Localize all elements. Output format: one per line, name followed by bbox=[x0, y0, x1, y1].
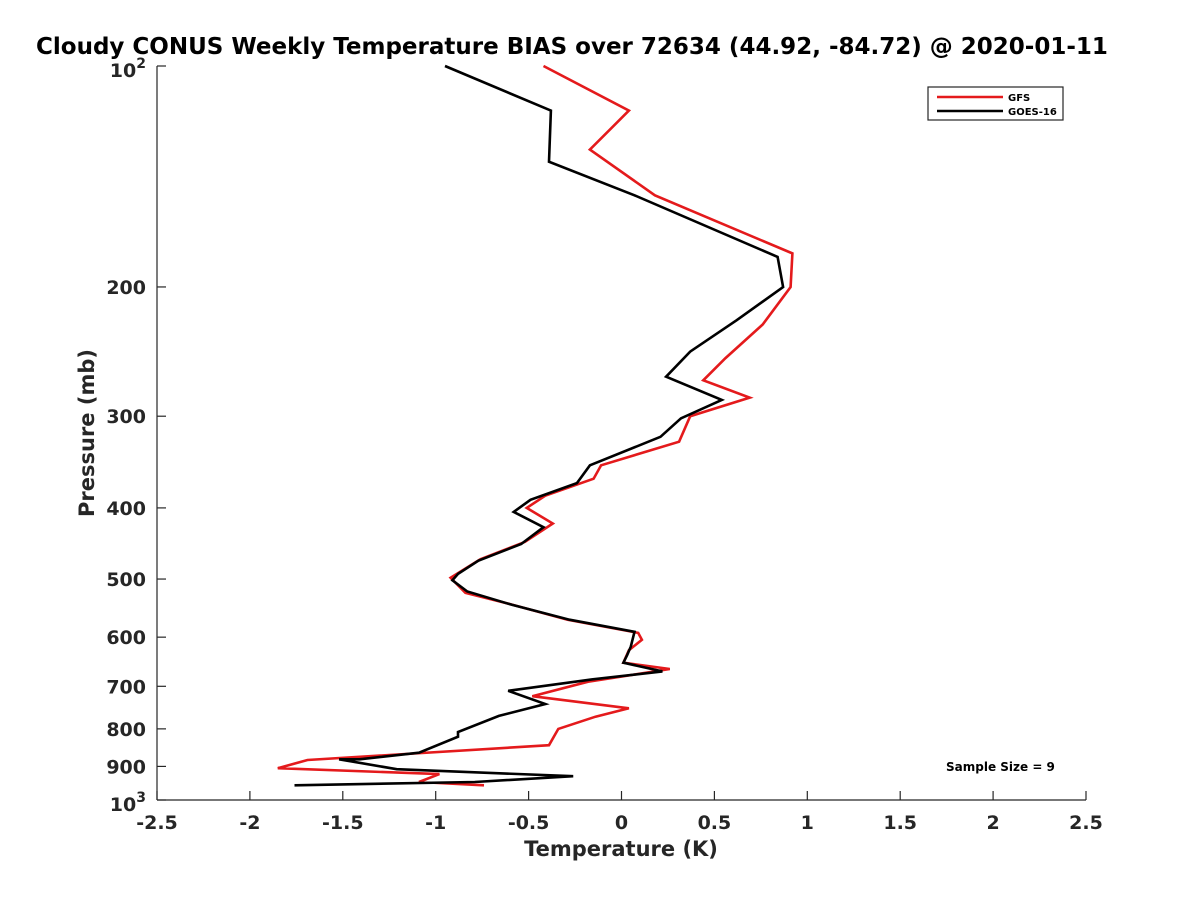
y-axis-ticks: 200 300 400 500 600 700 800 900 bbox=[106, 65, 166, 801]
y-tick-label: 300 bbox=[106, 406, 146, 428]
legend-box bbox=[927, 86, 1064, 121]
y-tick-label: 400 bbox=[106, 498, 146, 520]
y-tick-label: 700 bbox=[106, 676, 146, 698]
series-line-gfs bbox=[277, 64, 794, 787]
x-tick-label: -2 bbox=[239, 812, 260, 834]
y-tick-label: 900 bbox=[106, 756, 146, 778]
x-tick-label: 1 bbox=[801, 812, 814, 834]
y-axis-label: Pressure (mb) bbox=[75, 349, 99, 517]
y-tick-label: 600 bbox=[106, 627, 146, 649]
y-bottom-exponent: 3 bbox=[136, 790, 146, 806]
x-tick-label: 0.5 bbox=[698, 812, 732, 834]
plot-area bbox=[156, 66, 1086, 801]
x-tick-label: 1.5 bbox=[883, 812, 917, 834]
legend: GFS GOES-16 bbox=[927, 86, 1064, 121]
y-tick-label: 500 bbox=[106, 569, 146, 591]
y-tick-label: 800 bbox=[106, 719, 146, 741]
y-tick-label-top: 102 bbox=[110, 56, 146, 82]
series-line-goes-16 bbox=[294, 64, 785, 787]
sample-size-annotation: Sample Size = 9 bbox=[946, 760, 1055, 774]
x-tick-label: 2.5 bbox=[1069, 812, 1103, 834]
x-axis-ticks: -2.5 -2 -1.5 -1 -0.5 0 0.5 1 1.5 2 2.5 bbox=[136, 791, 1103, 834]
y-tick-label-bottom: 103 bbox=[110, 790, 146, 816]
legend-label-gfs: GFS bbox=[1008, 93, 1030, 104]
x-tick-label: -1 bbox=[425, 812, 446, 834]
y-top-base: 10 bbox=[110, 60, 136, 82]
y-tick-label: 200 bbox=[106, 277, 146, 299]
x-tick-label: -0.5 bbox=[508, 812, 550, 834]
x-tick-label: -1.5 bbox=[322, 812, 364, 834]
series-layer bbox=[277, 64, 794, 787]
x-axis-label: Temperature (K) bbox=[524, 837, 718, 861]
y-bottom-base: 10 bbox=[110, 794, 136, 816]
legend-label-goes-16: GOES-16 bbox=[1008, 107, 1057, 118]
chart-title: Cloudy CONUS Weekly Temperature BIAS ove… bbox=[36, 34, 1108, 60]
x-tick-label: -2.5 bbox=[136, 812, 178, 834]
y-top-exponent: 2 bbox=[136, 56, 146, 72]
x-tick-label: 2 bbox=[986, 812, 999, 834]
x-tick-label: 0 bbox=[615, 812, 628, 834]
